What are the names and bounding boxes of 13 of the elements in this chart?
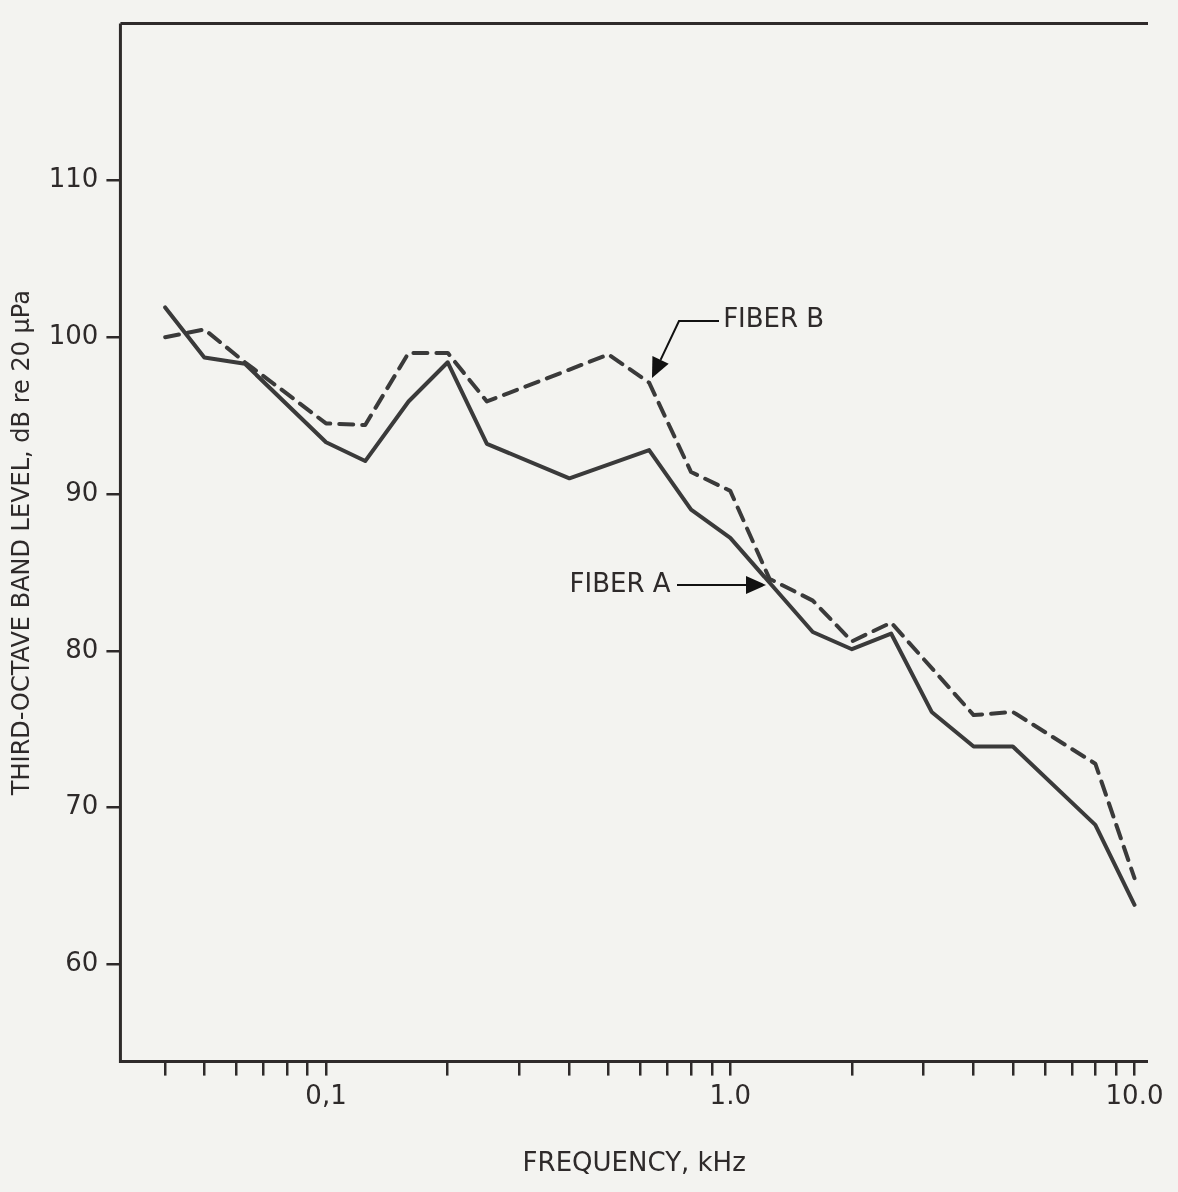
x-tick-label: 1.0 bbox=[709, 1079, 751, 1110]
text: FIBER A bbox=[569, 567, 671, 598]
y-axis-title: THIRD-OCTAVE BAND LEVEL, dB re 20 μPa bbox=[6, 290, 35, 797]
y-tick-label: 90 bbox=[65, 476, 99, 507]
x-tick-label: 10.0 bbox=[1105, 1079, 1164, 1110]
y-tick-label: 80 bbox=[65, 633, 99, 664]
y-tick-label: 100 bbox=[48, 319, 99, 350]
text: FIBER B bbox=[723, 303, 825, 334]
x-axis-title: FREQUENCY, kHz bbox=[522, 1147, 746, 1178]
y-tick-label: 60 bbox=[65, 947, 99, 978]
x-tick-label: 0,1 bbox=[305, 1079, 347, 1110]
y-tick-label: 110 bbox=[48, 163, 99, 194]
y-tick-label: 70 bbox=[65, 790, 99, 821]
